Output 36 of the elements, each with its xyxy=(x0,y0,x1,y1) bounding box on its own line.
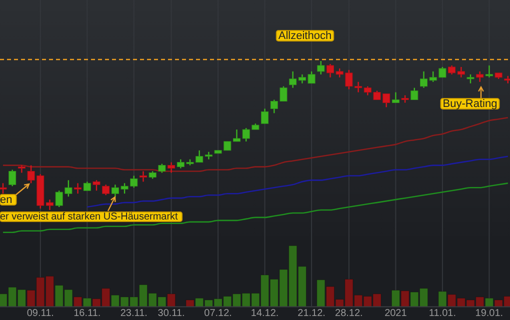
x-tick-label: 30.11. xyxy=(158,308,185,319)
candlestick xyxy=(204,151,212,160)
text: er verweist auf starken US-Häusermarkt xyxy=(0,212,178,222)
candlestick xyxy=(420,70,428,88)
candlestick xyxy=(476,70,484,82)
annotation: Buy-Rating xyxy=(442,98,498,110)
candlestick xyxy=(457,66,465,78)
candlestick xyxy=(317,60,325,76)
annotation: en xyxy=(0,194,12,206)
candlestick xyxy=(233,128,240,142)
candlestick xyxy=(485,64,493,78)
candlestick xyxy=(74,182,82,194)
candlestick xyxy=(168,162,176,174)
candlestick xyxy=(102,184,110,196)
candlestick xyxy=(8,169,16,187)
candlestick xyxy=(92,180,100,192)
candlestick xyxy=(326,63,334,78)
candlestick xyxy=(289,70,297,88)
candlestick xyxy=(261,108,269,124)
candlestick xyxy=(410,87,418,100)
candlestick xyxy=(140,170,147,182)
x-tick-label: 23.11. xyxy=(120,308,148,319)
candlestick xyxy=(46,198,54,211)
ref-line-label: Allzeithoch xyxy=(278,30,332,42)
x-tick-label: 16.11. xyxy=(74,308,101,319)
candlestick xyxy=(0,182,7,194)
x-tick-label: 28.12. xyxy=(335,308,363,319)
x-tick-label: 14.12. xyxy=(250,308,279,319)
x-tick-label: 07.12. xyxy=(204,308,232,319)
x-tick-label: 19.01. xyxy=(475,308,504,319)
candlestick xyxy=(18,164,26,174)
x-tick-label: 11.01. xyxy=(428,308,456,319)
x-tick-label: 09.11. xyxy=(26,308,54,319)
x-tick-label: 21.12. xyxy=(298,308,326,319)
candlestick xyxy=(392,92,400,104)
x-tick-label: 2021 xyxy=(384,308,408,319)
